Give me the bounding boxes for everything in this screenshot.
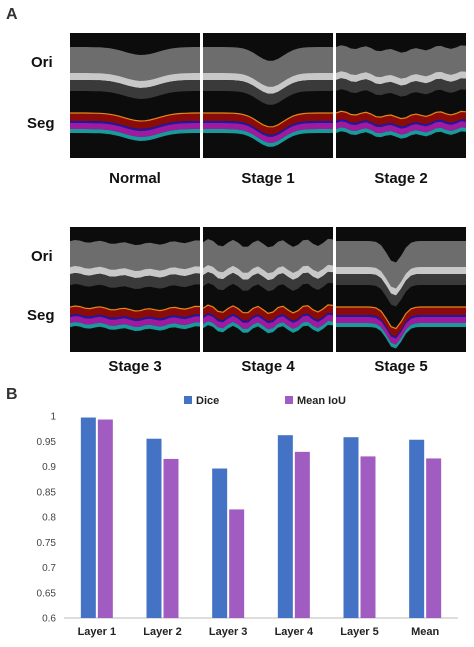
ori-choroid	[336, 274, 466, 307]
y-tick-label: 0.65	[37, 588, 57, 599]
bar-dice-mean	[409, 439, 425, 618]
seg-top-edge	[70, 305, 200, 312]
seg-layer-4	[70, 322, 200, 331]
bar-mean-iou-mean	[426, 458, 442, 618]
y-tick-label: 0.85	[37, 487, 57, 498]
ori-retina-image	[336, 45, 466, 81]
stage-caption-stage-3: Stage 3	[108, 358, 162, 375]
seg-layer-4	[203, 320, 333, 334]
oct-tile-0	[70, 33, 200, 158]
seg-layer-1	[336, 307, 466, 337]
seg-layer-4	[336, 323, 466, 349]
oct-tile-5	[336, 227, 466, 352]
stage-caption-stage-4: Stage 4	[241, 358, 295, 375]
legend-label: Dice	[196, 395, 219, 407]
y-tick-label: 0.7	[42, 563, 56, 574]
stage-caption-normal: Normal	[109, 170, 161, 187]
ori-rpe-line	[203, 264, 333, 281]
legend-swatch	[184, 396, 192, 404]
seg-layer-2	[203, 121, 333, 137]
ori-retina-image	[336, 241, 466, 291]
ori-choroid	[203, 271, 333, 292]
seg-layer-3	[203, 314, 333, 330]
seg-layer-2	[336, 119, 466, 129]
ori-retina-image	[203, 238, 333, 276]
ori-retina-image	[70, 240, 200, 273]
bar-dice-layer-1	[80, 417, 96, 618]
bar-dice-layer-2	[146, 438, 162, 618]
seg-layer-2	[203, 312, 333, 324]
seg-top-edge	[70, 112, 200, 122]
seg-top-edge	[336, 110, 466, 120]
bar-mean-iou-layer-5	[360, 456, 376, 618]
oct-tile-4	[203, 227, 333, 352]
stage-caption-stage-1: Stage 1	[241, 170, 295, 187]
y-tick-label: 0.6	[42, 614, 56, 625]
seg-layer-3	[70, 316, 200, 327]
ori-choroid	[336, 78, 466, 97]
seg-layer-4	[203, 129, 333, 147]
seg-layer-1	[203, 113, 333, 135]
ori-rpe-line	[70, 266, 200, 278]
seg-top-edge	[203, 304, 333, 314]
y-tick-label: 0.95	[37, 437, 57, 448]
ori-choroid	[70, 80, 200, 99]
bar-mean-iou-layer-1	[97, 419, 113, 618]
seg-layer-4	[336, 127, 466, 139]
x-tick-label: Layer 1	[78, 626, 117, 638]
bar-chart: 0.6 0.65 0.7 0.75 0.8 0.85 0.9 0.95 1 Layer 1 Laye…	[37, 395, 458, 638]
ori-rpe-line	[70, 73, 200, 88]
ori-label-row2: Ori	[31, 248, 53, 265]
seg-label-row1: Seg	[27, 115, 55, 132]
stage-caption-stage-5: Stage 5	[374, 358, 428, 375]
ori-choroid	[70, 273, 200, 289]
seg-label-row2: Seg	[27, 307, 55, 324]
bar-dice-layer-5	[343, 437, 359, 618]
y-tick-label: 0.75	[37, 538, 57, 549]
ori-label-row1: Ori	[31, 54, 53, 71]
stage-caption-stage-2: Stage 2	[374, 170, 428, 187]
seg-layer-2	[70, 314, 200, 321]
legend-label: Mean IoU	[297, 395, 346, 407]
oct-tile-2	[336, 33, 466, 158]
x-tick-label: Layer 3	[209, 626, 248, 638]
seg-layer-3	[336, 317, 466, 345]
ori-rpe-line	[336, 71, 466, 86]
bar-mean-iou-layer-2	[163, 458, 179, 618]
panel-b-letter: B	[6, 386, 18, 403]
y-tick-label: 0.9	[42, 462, 56, 473]
bar-mean-iou-layer-3	[229, 509, 245, 618]
seg-layer-3	[336, 121, 466, 135]
ori-retina-image	[203, 47, 333, 89]
oct-tile-3	[70, 227, 200, 352]
oct-tile-1	[203, 33, 333, 158]
bar-mean-iou-layer-4	[294, 451, 310, 618]
legend-swatch	[285, 396, 293, 404]
seg-layer-3	[203, 123, 333, 143]
ori-rpe-line	[203, 73, 333, 94]
seg-layer-4	[70, 129, 200, 141]
x-tick-label: Mean	[411, 626, 439, 638]
bar-dice-layer-3	[212, 468, 228, 618]
ori-choroid	[203, 80, 333, 105]
bar-dice-layer-4	[277, 435, 293, 618]
seg-top-edge	[203, 112, 333, 128]
x-tick-label: Layer 5	[340, 626, 379, 638]
x-tick-label: Layer 4	[275, 626, 314, 638]
x-tick-label: Layer 2	[143, 626, 182, 638]
y-tick-label: 0.8	[42, 513, 56, 524]
y-tick-label: 1	[50, 412, 56, 423]
seg-top-edge	[336, 306, 466, 330]
ori-rpe-line	[336, 267, 466, 296]
seg-layer-3	[70, 123, 200, 137]
panel-a-letter: A	[6, 6, 18, 23]
